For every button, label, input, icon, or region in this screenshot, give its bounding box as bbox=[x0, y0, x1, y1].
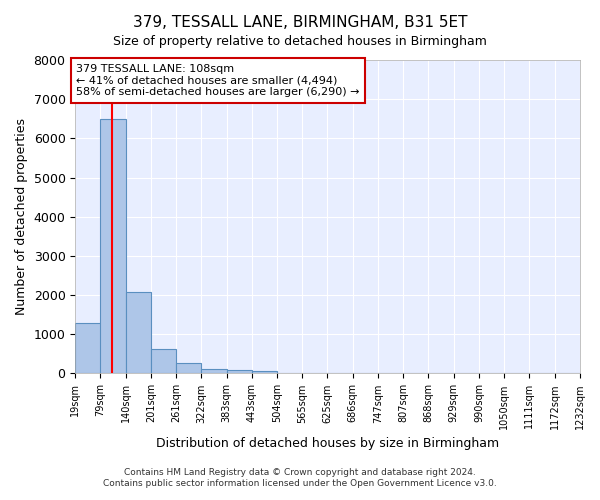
Bar bbox=[125, 292, 151, 374]
Text: 379 TESSALL LANE: 108sqm
← 41% of detached houses are smaller (4,494)
58% of sem: 379 TESSALL LANE: 108sqm ← 41% of detach… bbox=[76, 64, 359, 97]
Text: 379, TESSALL LANE, BIRMINGHAM, B31 5ET: 379, TESSALL LANE, BIRMINGHAM, B31 5ET bbox=[133, 15, 467, 30]
X-axis label: Distribution of detached houses by size in Birmingham: Distribution of detached houses by size … bbox=[156, 437, 499, 450]
Bar bbox=[227, 370, 252, 374]
Text: Contains HM Land Registry data © Crown copyright and database right 2024.
Contai: Contains HM Land Registry data © Crown c… bbox=[103, 468, 497, 487]
Text: Size of property relative to detached houses in Birmingham: Size of property relative to detached ho… bbox=[113, 35, 487, 48]
Y-axis label: Number of detached properties: Number of detached properties bbox=[15, 118, 28, 315]
Bar bbox=[176, 364, 201, 374]
Bar bbox=[75, 322, 101, 374]
Bar bbox=[151, 349, 176, 374]
Bar bbox=[100, 119, 125, 374]
Bar bbox=[201, 368, 227, 374]
Bar bbox=[251, 371, 277, 374]
